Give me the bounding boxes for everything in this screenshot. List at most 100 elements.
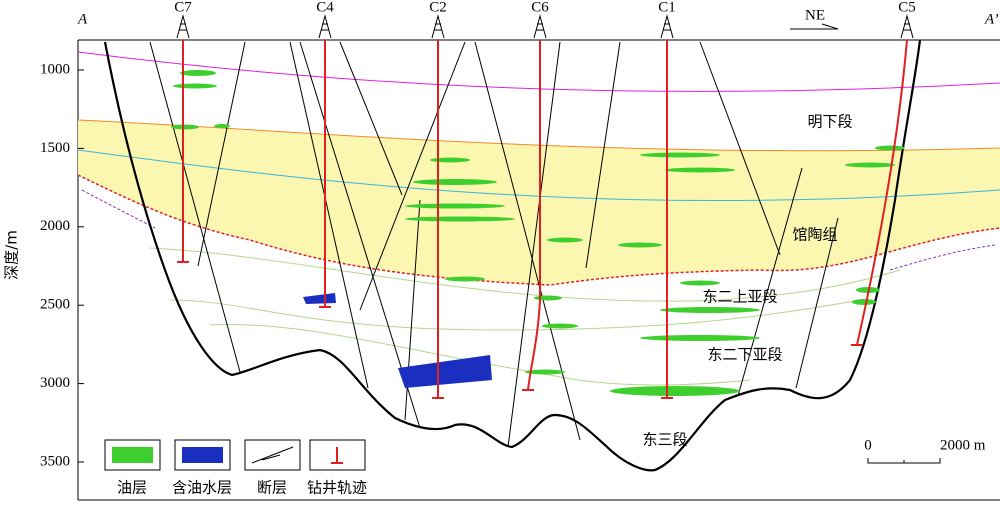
oil-layer xyxy=(618,242,662,248)
oil-layer xyxy=(610,386,740,396)
oil-layer xyxy=(173,83,217,89)
oil-layer xyxy=(180,70,216,76)
oil-layer xyxy=(875,145,905,151)
fault xyxy=(585,41,621,269)
guantao-band xyxy=(77,149,1000,202)
basin-boundary xyxy=(103,39,922,472)
unit-label: 东二上亚段 xyxy=(702,288,777,306)
oil-layer xyxy=(405,216,515,222)
guantao-band xyxy=(81,189,156,229)
well-trajectory xyxy=(522,40,541,391)
derrick-icon xyxy=(660,14,674,39)
oil-layer xyxy=(525,369,565,375)
oil-layer xyxy=(547,237,583,243)
basin-boundary xyxy=(103,39,922,472)
oil-layer xyxy=(542,323,578,329)
oil-water-layer xyxy=(303,293,336,304)
tick-label: 2000 xyxy=(40,218,70,234)
fault xyxy=(474,41,581,441)
derrick-icon xyxy=(533,14,547,39)
well-label: C7 xyxy=(174,0,192,15)
tick-label: 3500 xyxy=(40,453,70,469)
scale-end: 2000 m xyxy=(940,437,986,453)
section-end: A’ xyxy=(984,11,999,27)
fault xyxy=(149,41,241,373)
fault xyxy=(359,41,466,311)
guantao-band xyxy=(77,174,1000,286)
well-labels: C7 C4 C2 C6 C1 C5 xyxy=(174,0,916,15)
guantao-band xyxy=(149,247,901,302)
fault xyxy=(507,41,561,448)
oil-layer xyxy=(845,162,895,168)
fault xyxy=(737,167,803,397)
well-label: C5 xyxy=(898,0,916,15)
well-label: C2 xyxy=(429,0,447,15)
derrick-icon xyxy=(176,14,190,39)
well-trajectory xyxy=(432,40,444,399)
derrick-icon xyxy=(900,14,914,39)
oil-layer xyxy=(214,124,230,128)
derrick-icon xyxy=(431,14,445,39)
derrick-icon xyxy=(318,14,332,39)
unit-label: 明下段 xyxy=(807,113,852,131)
depth-ticks: 1000 1500 2000 2500 3000 3500 xyxy=(40,61,84,469)
legend-label: 含油水层 xyxy=(172,479,232,497)
tick-label: 3000 xyxy=(40,375,70,391)
well-label: C6 xyxy=(531,0,549,15)
fault xyxy=(197,41,246,267)
well-label: C1 xyxy=(658,0,676,15)
legend xyxy=(112,447,153,463)
legend-label: 断层 xyxy=(257,479,287,497)
scale-bar xyxy=(867,458,941,464)
oil-layer xyxy=(665,167,735,173)
oil-layer xyxy=(405,203,505,209)
fault xyxy=(289,41,369,389)
well-label: C4 xyxy=(316,0,334,15)
axis-label: 深度/m xyxy=(3,230,21,280)
well-trajectory xyxy=(177,40,189,263)
legend-label: 钻井轨迹 xyxy=(307,479,367,497)
legend-label: 油层 xyxy=(117,479,147,497)
oil-layer xyxy=(680,280,720,286)
unit-label: 东三段 xyxy=(642,431,687,449)
direction-arrow xyxy=(790,23,839,30)
legend xyxy=(251,446,294,464)
oil-layer xyxy=(534,295,562,301)
scale-start: 0 xyxy=(864,437,872,453)
guantao-band xyxy=(169,299,861,331)
guantao-band xyxy=(77,51,1000,92)
well-trajectory xyxy=(661,40,673,399)
oil-layer xyxy=(171,70,905,396)
section-start: A xyxy=(77,11,88,27)
legend-labels: 油层 含油水层 断层 钻井轨迹 xyxy=(117,479,367,497)
well-trajectory xyxy=(851,39,908,346)
well-trajectory xyxy=(177,39,908,399)
direction-arrow xyxy=(790,23,839,30)
fault xyxy=(795,217,839,389)
tick-label: 1000 xyxy=(40,61,70,77)
oil-layer xyxy=(430,157,470,163)
oil-water-layer xyxy=(303,293,492,388)
well-trajectory xyxy=(319,40,331,308)
legend xyxy=(182,447,223,463)
legend xyxy=(104,439,366,471)
scale-bar xyxy=(867,458,941,464)
oil-layer xyxy=(640,152,720,158)
legend xyxy=(331,447,343,464)
oil-layer xyxy=(660,307,760,313)
unit-label: 馆陶组 xyxy=(792,226,837,244)
guantao-band xyxy=(889,244,996,271)
derrick-icon xyxy=(176,14,914,39)
oil-layer xyxy=(852,299,876,305)
fault xyxy=(339,41,403,196)
oil-layer xyxy=(640,335,760,341)
fault xyxy=(299,41,421,429)
unit-label: 东二下亚段 xyxy=(707,346,782,364)
oil-layer xyxy=(413,179,497,185)
oil-water-layer xyxy=(398,355,492,388)
oil-layer xyxy=(445,276,485,282)
tick-label: 1500 xyxy=(40,140,70,156)
tick-label: 2500 xyxy=(40,297,70,313)
